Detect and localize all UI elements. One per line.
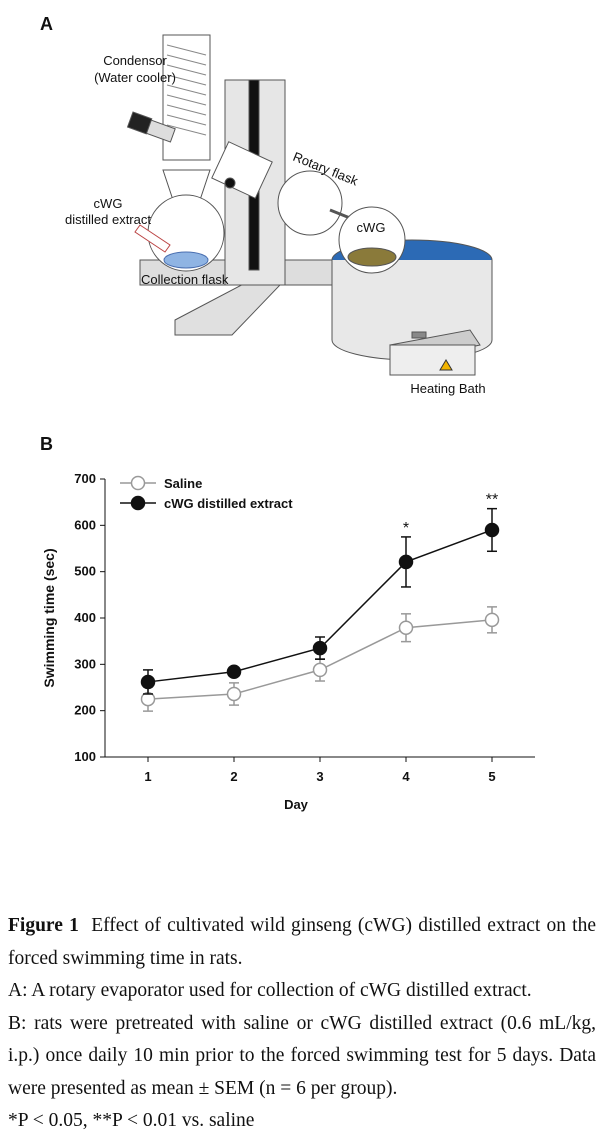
y-tick-label: 600 bbox=[74, 517, 96, 532]
diagram-label: cWG bbox=[94, 196, 123, 211]
caption: Figure 1 Effect of cultivated wild ginse… bbox=[8, 910, 596, 1138]
caption-title: Figure 1 Effect of cultivated wild ginse… bbox=[8, 910, 596, 975]
diagram-label: Collection flask bbox=[141, 272, 229, 287]
y-tick-label: 500 bbox=[74, 564, 96, 579]
diagram-label: distilled extract bbox=[65, 212, 151, 227]
data-point bbox=[398, 554, 414, 570]
evaporator-drawing bbox=[126, 34, 493, 376]
diagram-label: (Water cooler) bbox=[94, 70, 176, 85]
caption-text: A: A rotary evaporator used for collecti… bbox=[8, 980, 532, 1001]
diagram-label: cWG bbox=[357, 220, 386, 235]
x-tick-label: 2 bbox=[230, 769, 237, 784]
y-tick-label: 200 bbox=[74, 703, 96, 718]
x-tick-label: 3 bbox=[316, 769, 323, 784]
y-tick-label: 700 bbox=[74, 471, 96, 486]
x-axis-label: Day bbox=[284, 797, 309, 812]
diagram-label: Heating Bath bbox=[410, 381, 485, 396]
x-tick-label: 5 bbox=[488, 769, 495, 784]
y-tick-label: 100 bbox=[74, 749, 96, 764]
data-point bbox=[398, 620, 414, 635]
caption-title-text: Effect of cultivated wild ginseng (cWG) … bbox=[8, 915, 597, 969]
data-point bbox=[484, 522, 500, 538]
panel-label: A bbox=[40, 14, 53, 34]
legend-label: cWG distilled extract bbox=[164, 496, 293, 511]
panel-label: B bbox=[40, 434, 53, 454]
diagram-label: Condensor bbox=[103, 53, 167, 68]
figure-label: Figure 1 bbox=[8, 915, 79, 936]
annotation: * bbox=[403, 520, 409, 537]
annotation: ** bbox=[486, 492, 498, 509]
data-point bbox=[140, 674, 156, 690]
y-axis-label: Swimming time (sec) bbox=[41, 548, 57, 687]
x-tick-label: 1 bbox=[144, 769, 151, 784]
caption-text: *P < 0.05, **P < 0.01 vs. saline bbox=[8, 1110, 255, 1131]
data-point bbox=[312, 640, 328, 656]
figure: A Condensor (Water cooler) Rotary flask bbox=[40, 14, 535, 812]
data-point bbox=[226, 686, 242, 702]
data-point bbox=[484, 612, 500, 628]
data-point bbox=[226, 664, 242, 679]
legend-marker bbox=[130, 475, 146, 491]
y-tick-label: 400 bbox=[74, 610, 96, 625]
legend-marker bbox=[130, 495, 146, 511]
x-tick-label: 4 bbox=[402, 769, 410, 784]
data-point bbox=[312, 662, 328, 678]
y-tick-label: 300 bbox=[74, 656, 96, 671]
legend-label: Saline bbox=[164, 476, 202, 491]
caption-text: B: rats were pretreated with saline or c… bbox=[8, 1012, 596, 1099]
